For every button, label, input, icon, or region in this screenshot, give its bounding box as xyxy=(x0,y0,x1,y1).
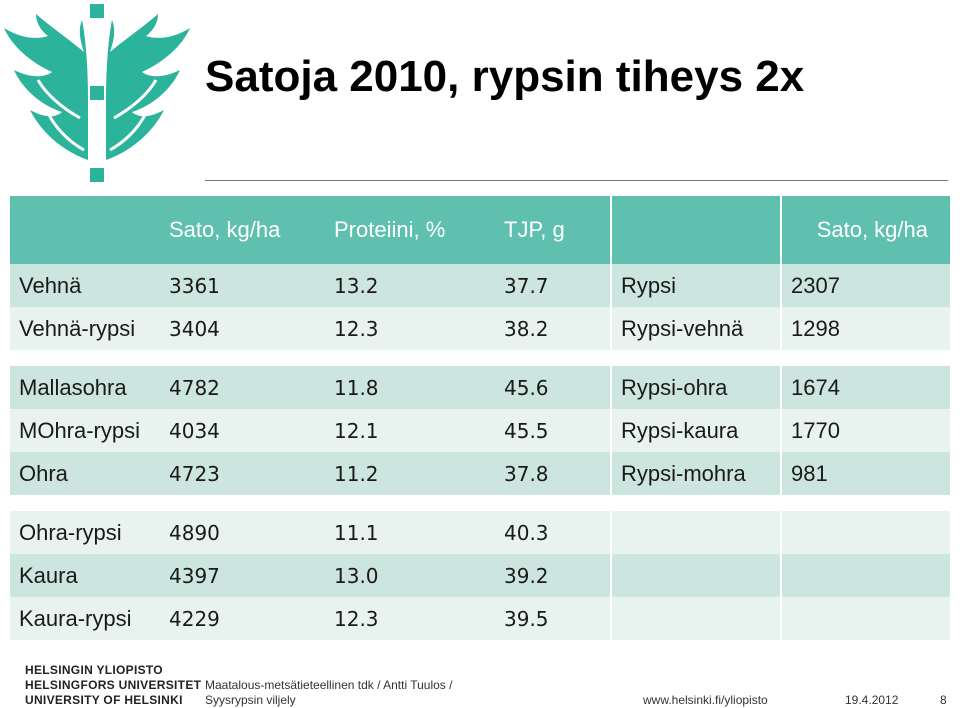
yield-table: Sato, kg/ha Proteiini, % TJP, g Sato, kg… xyxy=(10,196,960,648)
table-cell-crop: Ohra xyxy=(10,452,160,495)
table-cell: 37.7 xyxy=(495,264,610,307)
footer-date: 19.4.2012 xyxy=(845,693,899,707)
table-cell: 39.5 xyxy=(495,597,610,640)
footer-url: www.helsinki.fi/yliopisto xyxy=(643,693,768,707)
table-cell-crop: Rypsi-vehnä xyxy=(610,307,780,350)
university-wordmark: HELSINGIN YLIOPISTO HELSINGFORS UNIVERSI… xyxy=(25,663,201,708)
table-cell-crop: Kaura xyxy=(10,554,160,597)
footer-topic: Syysrypsin viljely xyxy=(205,693,296,707)
table-cell: 45.5 xyxy=(495,409,610,452)
university-logo-icon xyxy=(4,4,190,182)
table-cell-crop: Ohra-rypsi xyxy=(10,511,160,554)
table-cell: 12.1 xyxy=(325,409,495,452)
table-cell-empty xyxy=(780,511,950,554)
table-cell-crop: Rypsi xyxy=(610,264,780,307)
table-cell: 11.8 xyxy=(325,366,495,409)
table-cell-empty xyxy=(610,511,780,554)
page-number: 8 xyxy=(940,693,947,707)
table-cell: 13.0 xyxy=(325,554,495,597)
table-cell-empty xyxy=(780,554,950,597)
table-cell-crop: Vehnä-rypsi xyxy=(10,307,160,350)
table-cell: 4229 xyxy=(160,597,325,640)
table-cell: 11.1 xyxy=(325,511,495,554)
table-cell-empty xyxy=(610,597,780,640)
header-cell xyxy=(610,196,780,264)
table-cell-crop: Rypsi-ohra xyxy=(610,366,780,409)
table-cell: 11.2 xyxy=(325,452,495,495)
table-cell-crop: Rypsi-kaura xyxy=(610,409,780,452)
university-name-en: UNIVERSITY OF HELSINKI xyxy=(25,693,183,707)
university-name-sv: HELSINGFORS UNIVERSITET xyxy=(25,678,202,692)
table-cell: 4782 xyxy=(160,366,325,409)
table-spacer xyxy=(780,350,950,366)
table-cell: 38.2 xyxy=(495,307,610,350)
table-cell: 1298 xyxy=(780,307,950,350)
table-cell: 45.6 xyxy=(495,366,610,409)
table-cell: 4034 xyxy=(160,409,325,452)
header-cell xyxy=(10,196,160,264)
header-cell-tjp: TJP, g xyxy=(495,196,610,264)
header-cell-protein: Proteiini, % xyxy=(325,196,495,264)
table-cell: 12.3 xyxy=(325,597,495,640)
table-cell-empty xyxy=(610,554,780,597)
table-spacer xyxy=(10,350,610,366)
table-cell-crop: Rypsi-mohra xyxy=(610,452,780,495)
table-cell: 4890 xyxy=(160,511,325,554)
table-cell: 13.2 xyxy=(325,264,495,307)
table-spacer xyxy=(610,350,780,366)
table-cell: 39.2 xyxy=(495,554,610,597)
table-cell: 40.3 xyxy=(495,511,610,554)
header-cell-rapeseed-yield: Sato, kg/ha xyxy=(780,196,950,264)
title-divider xyxy=(205,180,948,181)
table-cell: 2307 xyxy=(780,264,950,307)
table-spacer xyxy=(610,495,780,511)
table-cell-crop: MOhra-rypsi xyxy=(10,409,160,452)
table-cell-empty xyxy=(780,597,950,640)
table-cell: 1674 xyxy=(780,366,950,409)
table-cell: 4723 xyxy=(160,452,325,495)
footer-author: Maatalous-metsätieteellinen tdk / Antti … xyxy=(205,678,453,692)
table-cell: 981 xyxy=(780,452,950,495)
table-spacer xyxy=(780,495,950,511)
table-cell: 3361 xyxy=(160,264,325,307)
table-cell: 12.3 xyxy=(325,307,495,350)
university-name-fi: HELSINGIN YLIOPISTO xyxy=(25,663,163,677)
table-cell-crop: Mallasohra xyxy=(10,366,160,409)
table-cell: 1770 xyxy=(780,409,950,452)
table-cell: 37.8 xyxy=(495,452,610,495)
table-cell: 3404 xyxy=(160,307,325,350)
table-cell-crop: Vehnä xyxy=(10,264,160,307)
table-spacer xyxy=(10,495,610,511)
header-cell-yield: Sato, kg/ha xyxy=(160,196,325,264)
table-cell-crop: Kaura-rypsi xyxy=(10,597,160,640)
slide-title: Satoja 2010, rypsin tiheys 2x xyxy=(205,52,805,101)
table-cell: 4397 xyxy=(160,554,325,597)
